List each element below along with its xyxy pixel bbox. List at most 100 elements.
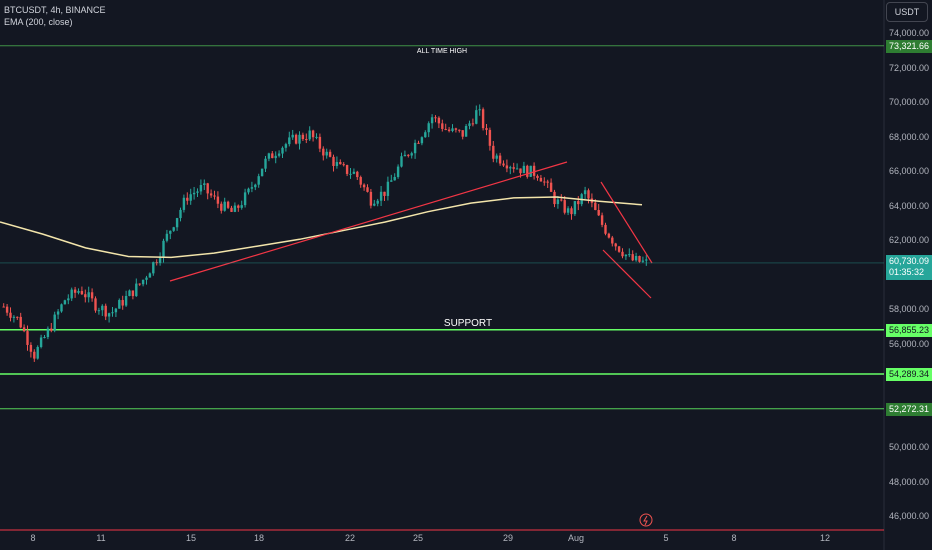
candle-body bbox=[189, 194, 192, 201]
candle-body bbox=[342, 164, 345, 166]
candle-body bbox=[196, 191, 199, 193]
candle-body bbox=[624, 254, 628, 257]
candle-body bbox=[515, 168, 519, 170]
candle-body bbox=[233, 205, 237, 212]
trend-line bbox=[602, 249, 652, 299]
support-annotation: SUPPORT bbox=[443, 317, 493, 329]
candle-body bbox=[543, 181, 546, 183]
candle-body bbox=[335, 162, 339, 166]
candle-body bbox=[600, 215, 604, 225]
candle-body bbox=[424, 132, 427, 138]
y-tick-label: 66,000.00 bbox=[889, 166, 930, 176]
candle-body bbox=[84, 294, 87, 298]
candle-body bbox=[356, 171, 359, 178]
candle-body bbox=[179, 209, 182, 219]
candle-body bbox=[396, 166, 400, 177]
candle-body bbox=[505, 165, 509, 169]
candle-body bbox=[464, 125, 468, 137]
bar-countdown: 01:35:32 bbox=[889, 266, 925, 277]
candle-body bbox=[5, 306, 9, 313]
candle-body bbox=[563, 200, 566, 213]
candle-body bbox=[614, 243, 617, 247]
candle-body bbox=[80, 291, 84, 295]
candle-body bbox=[267, 153, 271, 159]
candle-body bbox=[413, 142, 417, 154]
candle-body bbox=[468, 123, 471, 126]
trend-line bbox=[169, 161, 568, 282]
candle-body bbox=[373, 203, 376, 206]
candle-body bbox=[131, 290, 135, 297]
candle-body bbox=[308, 130, 311, 140]
candle-body bbox=[594, 202, 597, 210]
candle-body bbox=[145, 277, 148, 280]
candle-body bbox=[277, 153, 281, 156]
candle-body bbox=[124, 295, 128, 306]
currency-unit-button[interactable]: USDT bbox=[886, 2, 928, 22]
candle-body bbox=[362, 184, 366, 188]
candle-body bbox=[454, 128, 458, 130]
candle-body bbox=[434, 117, 437, 119]
candle-body bbox=[522, 165, 526, 174]
candle-body bbox=[379, 191, 383, 201]
candle-body bbox=[33, 351, 36, 359]
candle-body bbox=[560, 199, 563, 201]
candle-body bbox=[158, 256, 162, 263]
candle-body bbox=[29, 344, 33, 352]
candle-body bbox=[641, 260, 645, 262]
x-tick-label: 18 bbox=[253, 533, 265, 543]
candle-body bbox=[549, 182, 553, 192]
candle-body bbox=[291, 134, 294, 138]
candle-body bbox=[284, 144, 288, 148]
candle-body bbox=[539, 177, 543, 182]
candle-body bbox=[444, 128, 447, 130]
candle-body bbox=[240, 205, 243, 208]
candle-body bbox=[67, 298, 70, 301]
candle-body bbox=[498, 155, 502, 164]
candle-body bbox=[645, 259, 648, 261]
candle-body bbox=[546, 181, 549, 183]
x-tick-label: 8 bbox=[731, 533, 737, 543]
candle-body bbox=[213, 195, 216, 197]
candle-body bbox=[101, 305, 104, 311]
candle-body bbox=[90, 292, 94, 299]
candle-body bbox=[502, 163, 505, 166]
candle-body bbox=[509, 167, 512, 169]
candle-body bbox=[135, 283, 138, 297]
candle-body bbox=[587, 190, 590, 199]
candle-body bbox=[573, 201, 577, 215]
candle-body bbox=[311, 130, 315, 138]
candle-body bbox=[400, 156, 403, 167]
candle-body bbox=[471, 123, 475, 125]
y-tick-label: 70,000.00 bbox=[889, 97, 930, 107]
y-tick-label: 62,000.00 bbox=[889, 235, 930, 245]
candle-body bbox=[220, 203, 223, 211]
candle-body bbox=[366, 187, 369, 192]
candle-body bbox=[2, 306, 5, 308]
candle-body bbox=[481, 109, 485, 129]
candle-body bbox=[383, 191, 386, 196]
candle-body bbox=[390, 180, 393, 182]
candle-body bbox=[305, 139, 308, 141]
candle-body bbox=[264, 158, 267, 169]
candle-body bbox=[556, 199, 560, 205]
candle-body bbox=[22, 327, 26, 332]
candle-body bbox=[526, 165, 529, 177]
candle-body bbox=[182, 197, 186, 210]
candle-body bbox=[301, 134, 305, 140]
ema-200-line bbox=[0, 196, 643, 259]
candle-body bbox=[70, 289, 73, 299]
x-tick-label: Aug bbox=[567, 533, 585, 543]
candle-body bbox=[475, 110, 478, 124]
level-price-tag: 73,321.66 bbox=[886, 39, 932, 53]
candle-body bbox=[447, 129, 451, 132]
candle-body bbox=[597, 209, 600, 216]
candle-body bbox=[118, 300, 121, 309]
candle-body bbox=[203, 183, 206, 186]
x-tick-label: 25 bbox=[412, 533, 424, 543]
candle-body bbox=[495, 155, 498, 159]
y-tick-label: 72,000.00 bbox=[889, 62, 930, 73]
y-tick-label: 74,000.00 bbox=[889, 28, 930, 38]
candle-body bbox=[345, 165, 349, 174]
candle-body bbox=[386, 181, 390, 196]
